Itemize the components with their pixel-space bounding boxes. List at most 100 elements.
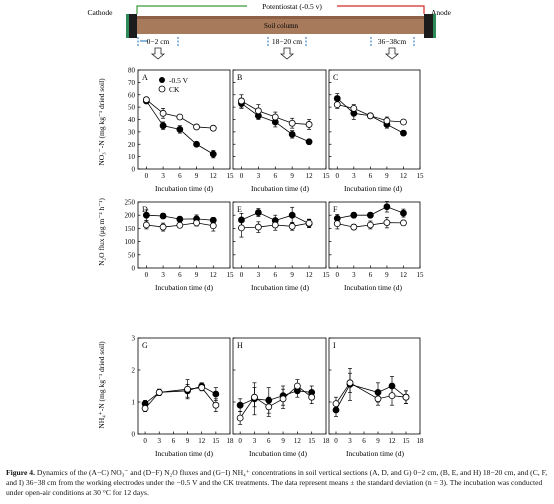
x-tick-label: 12 xyxy=(210,172,218,180)
data-point xyxy=(402,393,410,401)
panel-f: F 0 3 6 9 12 15 xyxy=(328,201,425,279)
data-point xyxy=(159,223,167,231)
data-point xyxy=(333,95,341,102)
data-point xyxy=(366,211,374,219)
x-tick-label: 0 xyxy=(143,437,147,445)
data-point xyxy=(383,219,391,226)
x-tick-label: 15 xyxy=(323,271,331,279)
series-control xyxy=(141,379,220,412)
y-tick-label: 3 xyxy=(132,335,136,343)
x-tick-label: 12 xyxy=(400,172,408,180)
y-tick-label: 40 xyxy=(128,116,136,124)
data-point xyxy=(212,401,220,409)
data-point xyxy=(271,221,279,229)
y-tick-label: 100 xyxy=(125,238,136,246)
data-point xyxy=(288,222,296,230)
x-tick-label: 15 xyxy=(227,172,235,180)
series-control xyxy=(238,94,313,130)
series-treatment xyxy=(333,201,407,223)
series-line xyxy=(335,382,407,404)
x-tick-label: 6 xyxy=(369,172,373,180)
data-point xyxy=(254,107,262,115)
y-tick-label: 50 xyxy=(128,104,136,112)
x-tick-label: 15 xyxy=(417,271,425,279)
series-treatment xyxy=(236,382,316,416)
down-arrow-icon xyxy=(150,47,166,60)
data-point xyxy=(265,403,273,411)
data-point xyxy=(236,414,244,422)
series-treatment xyxy=(142,209,217,224)
series-control xyxy=(333,100,407,126)
panel-label: A xyxy=(142,73,148,82)
data-point xyxy=(176,125,184,133)
x-tick-label: 0 xyxy=(336,172,340,180)
data-point xyxy=(251,393,258,401)
data-point xyxy=(333,220,341,228)
x-tick-label: 6 xyxy=(274,172,278,180)
data-point xyxy=(209,222,217,230)
legend-label-control: CK xyxy=(169,85,180,94)
x-tick-label: 9 xyxy=(195,271,199,279)
data-point xyxy=(305,121,313,128)
x-tick-label: 18 xyxy=(417,437,425,445)
nh4-ylabel: NH₄⁺-N (mg kg⁻¹ dried soil) xyxy=(97,341,106,429)
y-tick-label: 1 xyxy=(132,399,136,407)
svg-text:0−2 cm: 0−2 cm xyxy=(147,37,170,46)
section-0-2cm: 0−2 cm xyxy=(137,37,179,60)
x-tick-label: 12 xyxy=(400,271,408,279)
y-tick-label: 150 xyxy=(125,225,136,233)
panel-h: H 0 3 6 9 12 15 18 xyxy=(232,337,331,445)
series-control xyxy=(142,96,217,132)
data-point xyxy=(374,395,382,403)
x-tick-label: 15 xyxy=(212,437,220,445)
x-tick-label: 9 xyxy=(195,172,199,180)
panel-a: A 0 3 6 9 12 15 0 10 20 30 40 50 60 70 80 xyxy=(128,67,234,181)
data-point xyxy=(366,221,374,229)
plot-frame xyxy=(328,201,421,269)
plot-frame xyxy=(232,337,327,435)
x-tick-label: 18 xyxy=(323,437,331,445)
panel-label: H xyxy=(237,341,243,350)
x-tick-label: 0 xyxy=(240,172,244,180)
x-tick-label: 3 xyxy=(257,172,261,180)
xlabel-e: Incubation time (d) xyxy=(251,283,309,292)
xlabel-c: Incubation time (d) xyxy=(344,184,402,193)
y-tick-label: 80 xyxy=(128,67,136,75)
data-point xyxy=(254,223,262,231)
data-point xyxy=(400,219,407,227)
x-tick-label: 3 xyxy=(257,271,261,279)
data-point xyxy=(155,388,163,396)
x-tick-label: 6 xyxy=(369,271,373,279)
x-tick-label: 6 xyxy=(274,271,278,279)
section-18-20cm: 18−20 cm xyxy=(267,37,307,60)
data-point xyxy=(332,400,340,408)
data-point xyxy=(193,219,200,227)
series-control xyxy=(142,219,217,232)
x-tick-label: 0 xyxy=(240,271,244,279)
x-tick-label: 9 xyxy=(290,271,294,279)
figure: Potentiostat (-0.5 v) Cathode Anode Soil… xyxy=(88,2,452,458)
data-point xyxy=(193,123,200,131)
xlabel-a: Incubation time (d) xyxy=(155,184,213,193)
x-tick-label: 0 xyxy=(334,437,338,445)
data-point xyxy=(159,122,167,130)
down-arrow-icon xyxy=(384,47,400,60)
data-point xyxy=(271,113,279,121)
y-tick-label: 0 xyxy=(132,431,136,439)
series-control xyxy=(333,216,407,231)
data-point xyxy=(305,219,313,227)
x-tick-label: 3 xyxy=(348,437,352,445)
data-point xyxy=(209,150,217,158)
data-point xyxy=(236,401,244,409)
data-point xyxy=(176,215,184,223)
series-treatment xyxy=(142,97,217,159)
x-tick-label: 15 xyxy=(417,172,425,180)
y-tick-label: 60 xyxy=(128,91,136,99)
soil-column xyxy=(133,16,429,34)
x-tick-label: 15 xyxy=(323,172,331,180)
panel-label: B xyxy=(237,73,242,82)
n2o-ylabel: N₂O flux (μg m⁻² h⁻¹) xyxy=(97,198,106,266)
setup-diagram: Potentiostat (-0.5 v) Cathode Anode Soil… xyxy=(88,2,452,60)
